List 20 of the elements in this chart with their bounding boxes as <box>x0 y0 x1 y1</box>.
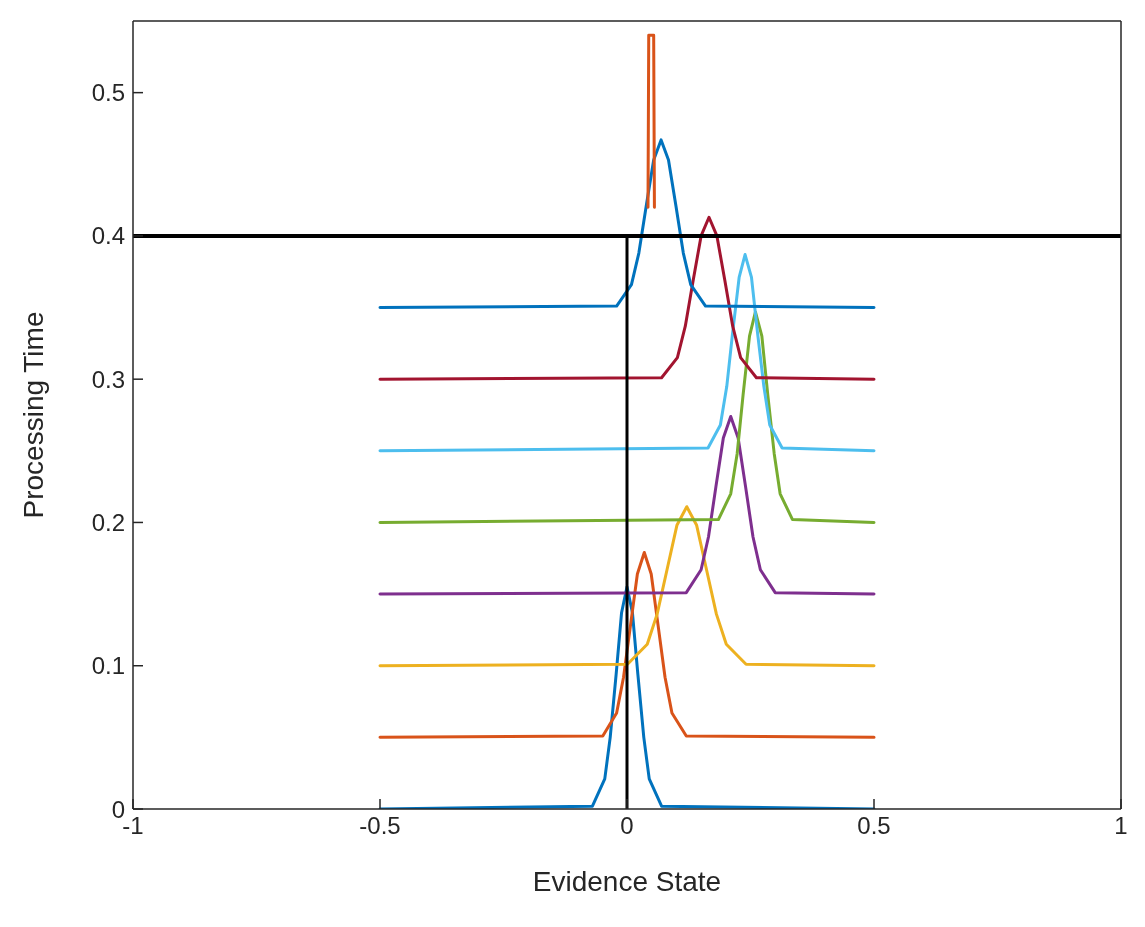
y-tick-label: 0.2 <box>91 508 125 536</box>
x-tick-label: -0.5 <box>359 812 401 840</box>
y-tick-label: 0.4 <box>91 222 125 250</box>
line-series <box>378 215 876 381</box>
line-series <box>378 138 876 310</box>
y-tick-label: 0 <box>111 795 125 823</box>
y-tick-label: 0.3 <box>91 365 125 393</box>
x-axis-title: Evidence State <box>532 866 722 897</box>
y-axis-title: Processing Time <box>17 311 49 519</box>
x-tick-label: 0.5 <box>857 812 891 840</box>
line-series <box>378 310 876 524</box>
x-tick-label: 1 <box>1114 812 1128 840</box>
line-series <box>378 253 876 453</box>
y-tick-label: 0.5 <box>91 79 125 107</box>
line-series <box>378 414 876 596</box>
line-series <box>378 551 876 739</box>
line-series <box>378 585 876 809</box>
line-series <box>378 505 876 668</box>
x-tick-label: 0 <box>620 812 634 840</box>
y-tick-label: 0.1 <box>91 652 125 680</box>
